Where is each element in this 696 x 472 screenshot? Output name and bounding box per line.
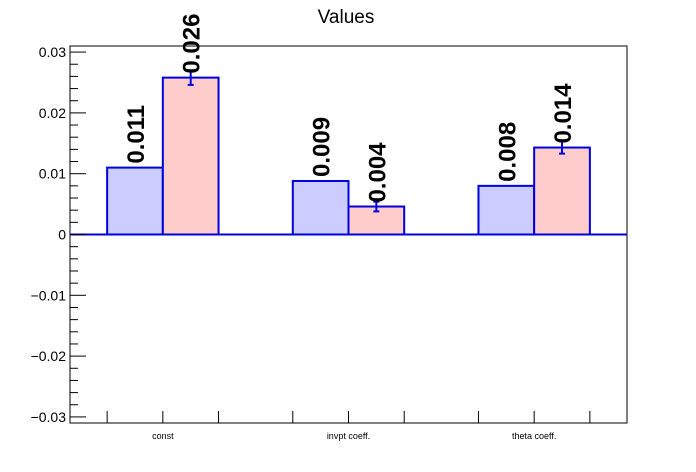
data-label: 0.026 <box>179 14 206 74</box>
y-tick-label: 0.01 <box>39 166 66 182</box>
data-label: 0.014 <box>550 83 577 144</box>
bar <box>106 166 164 236</box>
x-axis: const invpt coeff. theta coeff. <box>106 411 591 441</box>
y-axis: −0.03 −0.02 −0.01 0 0.01 0.02 0.03 <box>31 44 86 425</box>
y-tick-label: 0 <box>58 227 66 243</box>
y-tick-label: −0.02 <box>31 348 67 364</box>
x-category-label: invpt coeff. <box>327 431 370 441</box>
data-label: 0.008 <box>494 122 521 182</box>
bar <box>477 184 536 236</box>
bar <box>161 76 220 236</box>
data-label: 0.004 <box>364 142 391 203</box>
x-category-label: theta coeff. <box>512 431 556 441</box>
data-labels-group: 0.011 0.009 0.008 0.026 0.004 0.014 <box>123 14 577 203</box>
x-category-label: const <box>152 431 174 441</box>
y-tick-label: −0.03 <box>31 409 67 425</box>
bars-group <box>70 69 627 236</box>
y-tick-label: 0.03 <box>39 44 66 60</box>
y-tick-label: −0.01 <box>31 287 67 303</box>
data-label: 0.011 <box>123 105 150 164</box>
bar <box>291 179 350 236</box>
bar <box>533 146 591 236</box>
y-tick-label: 0.02 <box>39 105 66 121</box>
chart-title: Values <box>318 7 375 28</box>
data-label: 0.009 <box>309 117 336 177</box>
